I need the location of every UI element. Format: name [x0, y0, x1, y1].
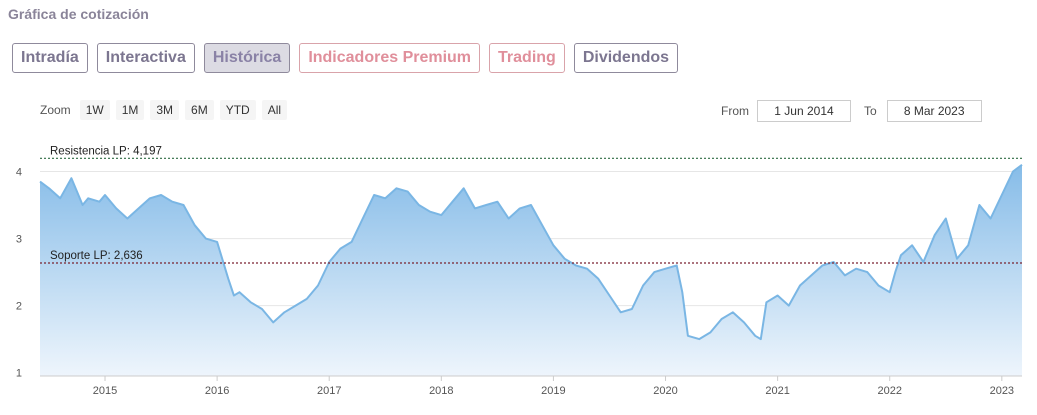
tab-dividendos[interactable]: Dividendos: [573, 43, 679, 73]
x-tick-label: 2022: [877, 385, 901, 397]
range-from: From 1 Jun 2014: [721, 100, 851, 122]
x-tick-label: 2019: [541, 385, 565, 397]
zoom-all-button[interactable]: All: [261, 100, 288, 120]
x-tick-label: 2016: [205, 385, 229, 397]
y-tick-label: 1: [16, 368, 22, 380]
from-date-input[interactable]: 1 Jun 2014: [757, 100, 851, 122]
to-date-input[interactable]: 8 Mar 2023: [886, 100, 982, 122]
from-label: From: [721, 104, 749, 118]
zoom-label: Zoom: [40, 103, 71, 117]
tab-intradia[interactable]: Intradía: [12, 43, 88, 73]
x-tick-label: 2015: [93, 385, 117, 397]
support-line-label: Soporte LP: 2,636: [50, 250, 143, 262]
resistance-line-label: Resistencia LP: 4,197: [50, 145, 162, 157]
zoom-1m-button[interactable]: 1M: [115, 100, 145, 120]
x-tick-label: 2017: [317, 385, 341, 397]
zoom-6m-button[interactable]: 6M: [185, 100, 214, 120]
y-tick-label: 2: [16, 301, 22, 313]
price-area: [40, 164, 1022, 376]
zoom-ytd-button[interactable]: YTD: [219, 100, 256, 120]
chart-section-title: Gráfica de cotización: [8, 6, 149, 22]
price-line: [39, 163, 1023, 341]
y-tick-label: 4: [16, 167, 22, 179]
chart-tabs: Intradía Interactiva Histórica Indicador…: [12, 43, 679, 73]
x-tick-label: 2021: [765, 385, 789, 397]
x-tick-label: 2018: [429, 385, 453, 397]
range-to: To 8 Mar 2023: [864, 100, 982, 122]
zoom-bar: Zoom 1W 1M 3M 6M YTD All: [40, 100, 288, 120]
zoom-3m-button[interactable]: 3M: [150, 100, 180, 120]
zoom-1w-button[interactable]: 1W: [79, 100, 110, 120]
tab-historica[interactable]: Histórica: [203, 43, 291, 73]
y-tick-label: 3: [16, 234, 22, 246]
tab-indicadores-premium[interactable]: Indicadores Premium: [299, 43, 481, 73]
x-tick-label: 2020: [653, 385, 677, 397]
x-tick-label: 2023: [990, 385, 1014, 397]
tab-interactiva[interactable]: Interactiva: [96, 43, 195, 73]
to-label: To: [864, 104, 877, 118]
tab-trading[interactable]: Trading: [489, 43, 565, 73]
